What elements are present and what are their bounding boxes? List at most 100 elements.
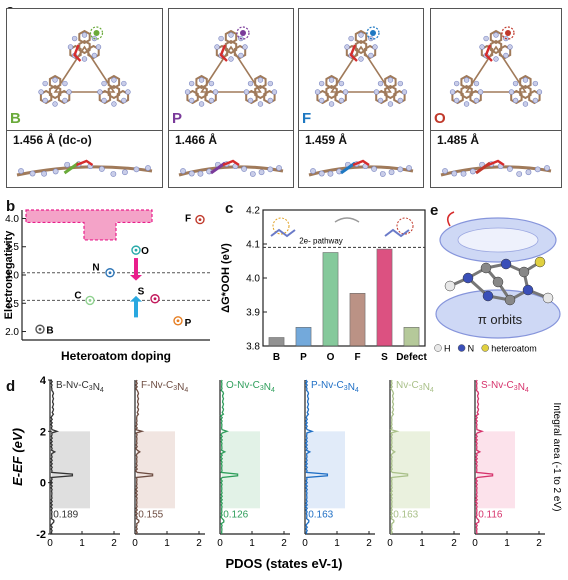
atom <box>492 276 504 288</box>
n-atom <box>512 80 519 87</box>
integral-value: 0.163 <box>393 509 418 520</box>
ring <box>325 84 338 100</box>
side-atom <box>133 166 140 173</box>
side-atom <box>41 170 47 177</box>
side-atom <box>460 170 467 177</box>
n-atom <box>198 101 205 107</box>
legend-label: N <box>468 344 475 354</box>
n-atom <box>377 97 384 104</box>
side-atom <box>534 166 541 173</box>
side-atom <box>267 166 274 173</box>
n-atom <box>52 77 58 83</box>
n-atom <box>314 89 321 95</box>
ooh-side <box>487 159 505 167</box>
x-tick-label: 0 <box>302 538 308 549</box>
point-label-s: S <box>138 287 145 298</box>
molecule-top-view <box>168 8 294 132</box>
n-atom <box>66 89 72 95</box>
atom <box>504 294 516 306</box>
x-tick-label: 2 <box>281 538 287 549</box>
side-atom <box>371 166 377 172</box>
legend-swatch <box>434 344 442 352</box>
side-atom <box>18 168 24 174</box>
integral-value: 0.155 <box>138 509 163 520</box>
n-atom <box>473 80 480 87</box>
bar-f <box>349 293 366 347</box>
n-atom <box>188 97 195 104</box>
molecule-structure <box>184 26 278 107</box>
n-atom <box>101 80 107 87</box>
panel-e-label: e <box>430 202 439 219</box>
n-atom <box>372 44 378 50</box>
n-atom <box>81 56 88 62</box>
n-atom <box>348 35 354 42</box>
n-atom <box>188 80 195 87</box>
side-atom <box>145 165 151 171</box>
side-atom <box>379 171 386 177</box>
x-tick-label: 2 <box>196 538 202 549</box>
atom <box>522 284 534 296</box>
ooh-side <box>222 159 240 167</box>
n-atom <box>318 80 325 87</box>
integral-region <box>391 431 430 509</box>
x-tick-label: 1 <box>419 538 425 549</box>
point-label-f: F <box>185 214 191 225</box>
molecule-structure <box>314 26 408 107</box>
inset-molecule-1 <box>272 217 290 235</box>
side-atom <box>52 168 59 175</box>
bond-network <box>330 45 392 93</box>
x-tick-label: 2 <box>536 538 542 549</box>
side-atom <box>507 166 513 172</box>
n-atom <box>507 44 513 50</box>
n-atom <box>463 101 470 107</box>
dopant-element-label: F <box>302 110 312 127</box>
point-label-n: N <box>92 263 99 274</box>
ooh-adsorbate <box>73 44 82 62</box>
n-atom <box>71 35 78 42</box>
n-atom <box>338 80 345 87</box>
atom <box>482 290 494 302</box>
dopant-atom <box>505 30 511 36</box>
point-core <box>38 327 42 331</box>
n-atom <box>358 32 364 38</box>
n-atom <box>247 80 254 87</box>
integral-value: 0.163 <box>308 509 333 520</box>
integral-value: 0.116 <box>478 509 503 520</box>
ring <box>384 74 397 90</box>
subplot-title: Nv-C3N4 <box>396 380 434 394</box>
n-atom <box>477 89 484 95</box>
x-tick-label: 0 <box>47 538 53 549</box>
point-label-c: C <box>74 290 81 301</box>
n-atom <box>271 89 278 95</box>
n-atom <box>81 32 88 38</box>
side-structure <box>178 159 284 177</box>
panel-b-chart: Electronegativity 2.0 2.5 3.0 3.5 4.0 B C N O S P F H… <box>3 209 210 363</box>
n-atom <box>508 89 515 95</box>
integral-value: 0.189 <box>53 509 78 520</box>
n-atom <box>218 35 224 42</box>
point-label-b: B <box>46 325 53 336</box>
n-atom <box>532 97 539 104</box>
side-atom <box>110 171 117 177</box>
side-atom <box>406 165 412 171</box>
x-tick-label: 1 <box>334 538 340 549</box>
integral-area-label: Integral area (-1 to 2 eV) <box>551 403 562 512</box>
n-atom <box>473 97 480 104</box>
x-tick-label: 2 <box>451 538 457 549</box>
n-atom <box>503 52 509 59</box>
dopant-element-label: B <box>10 110 21 127</box>
y-tick-label: 3.5 <box>5 242 19 253</box>
integral-region <box>306 431 345 509</box>
integral-region <box>221 431 260 509</box>
n-atom <box>101 97 107 104</box>
bond-length-label: 1.459 Å <box>305 133 348 147</box>
x-tick-label: 1 <box>164 538 170 549</box>
dopant-element-label: O <box>434 110 446 127</box>
ring <box>254 84 267 100</box>
side-atom <box>516 171 523 177</box>
point-core <box>153 297 157 301</box>
bond-network <box>465 45 527 93</box>
subplot-title: B-Nv-C3N4 <box>56 380 104 394</box>
n-atom <box>228 56 234 62</box>
ooh-side <box>352 159 370 167</box>
